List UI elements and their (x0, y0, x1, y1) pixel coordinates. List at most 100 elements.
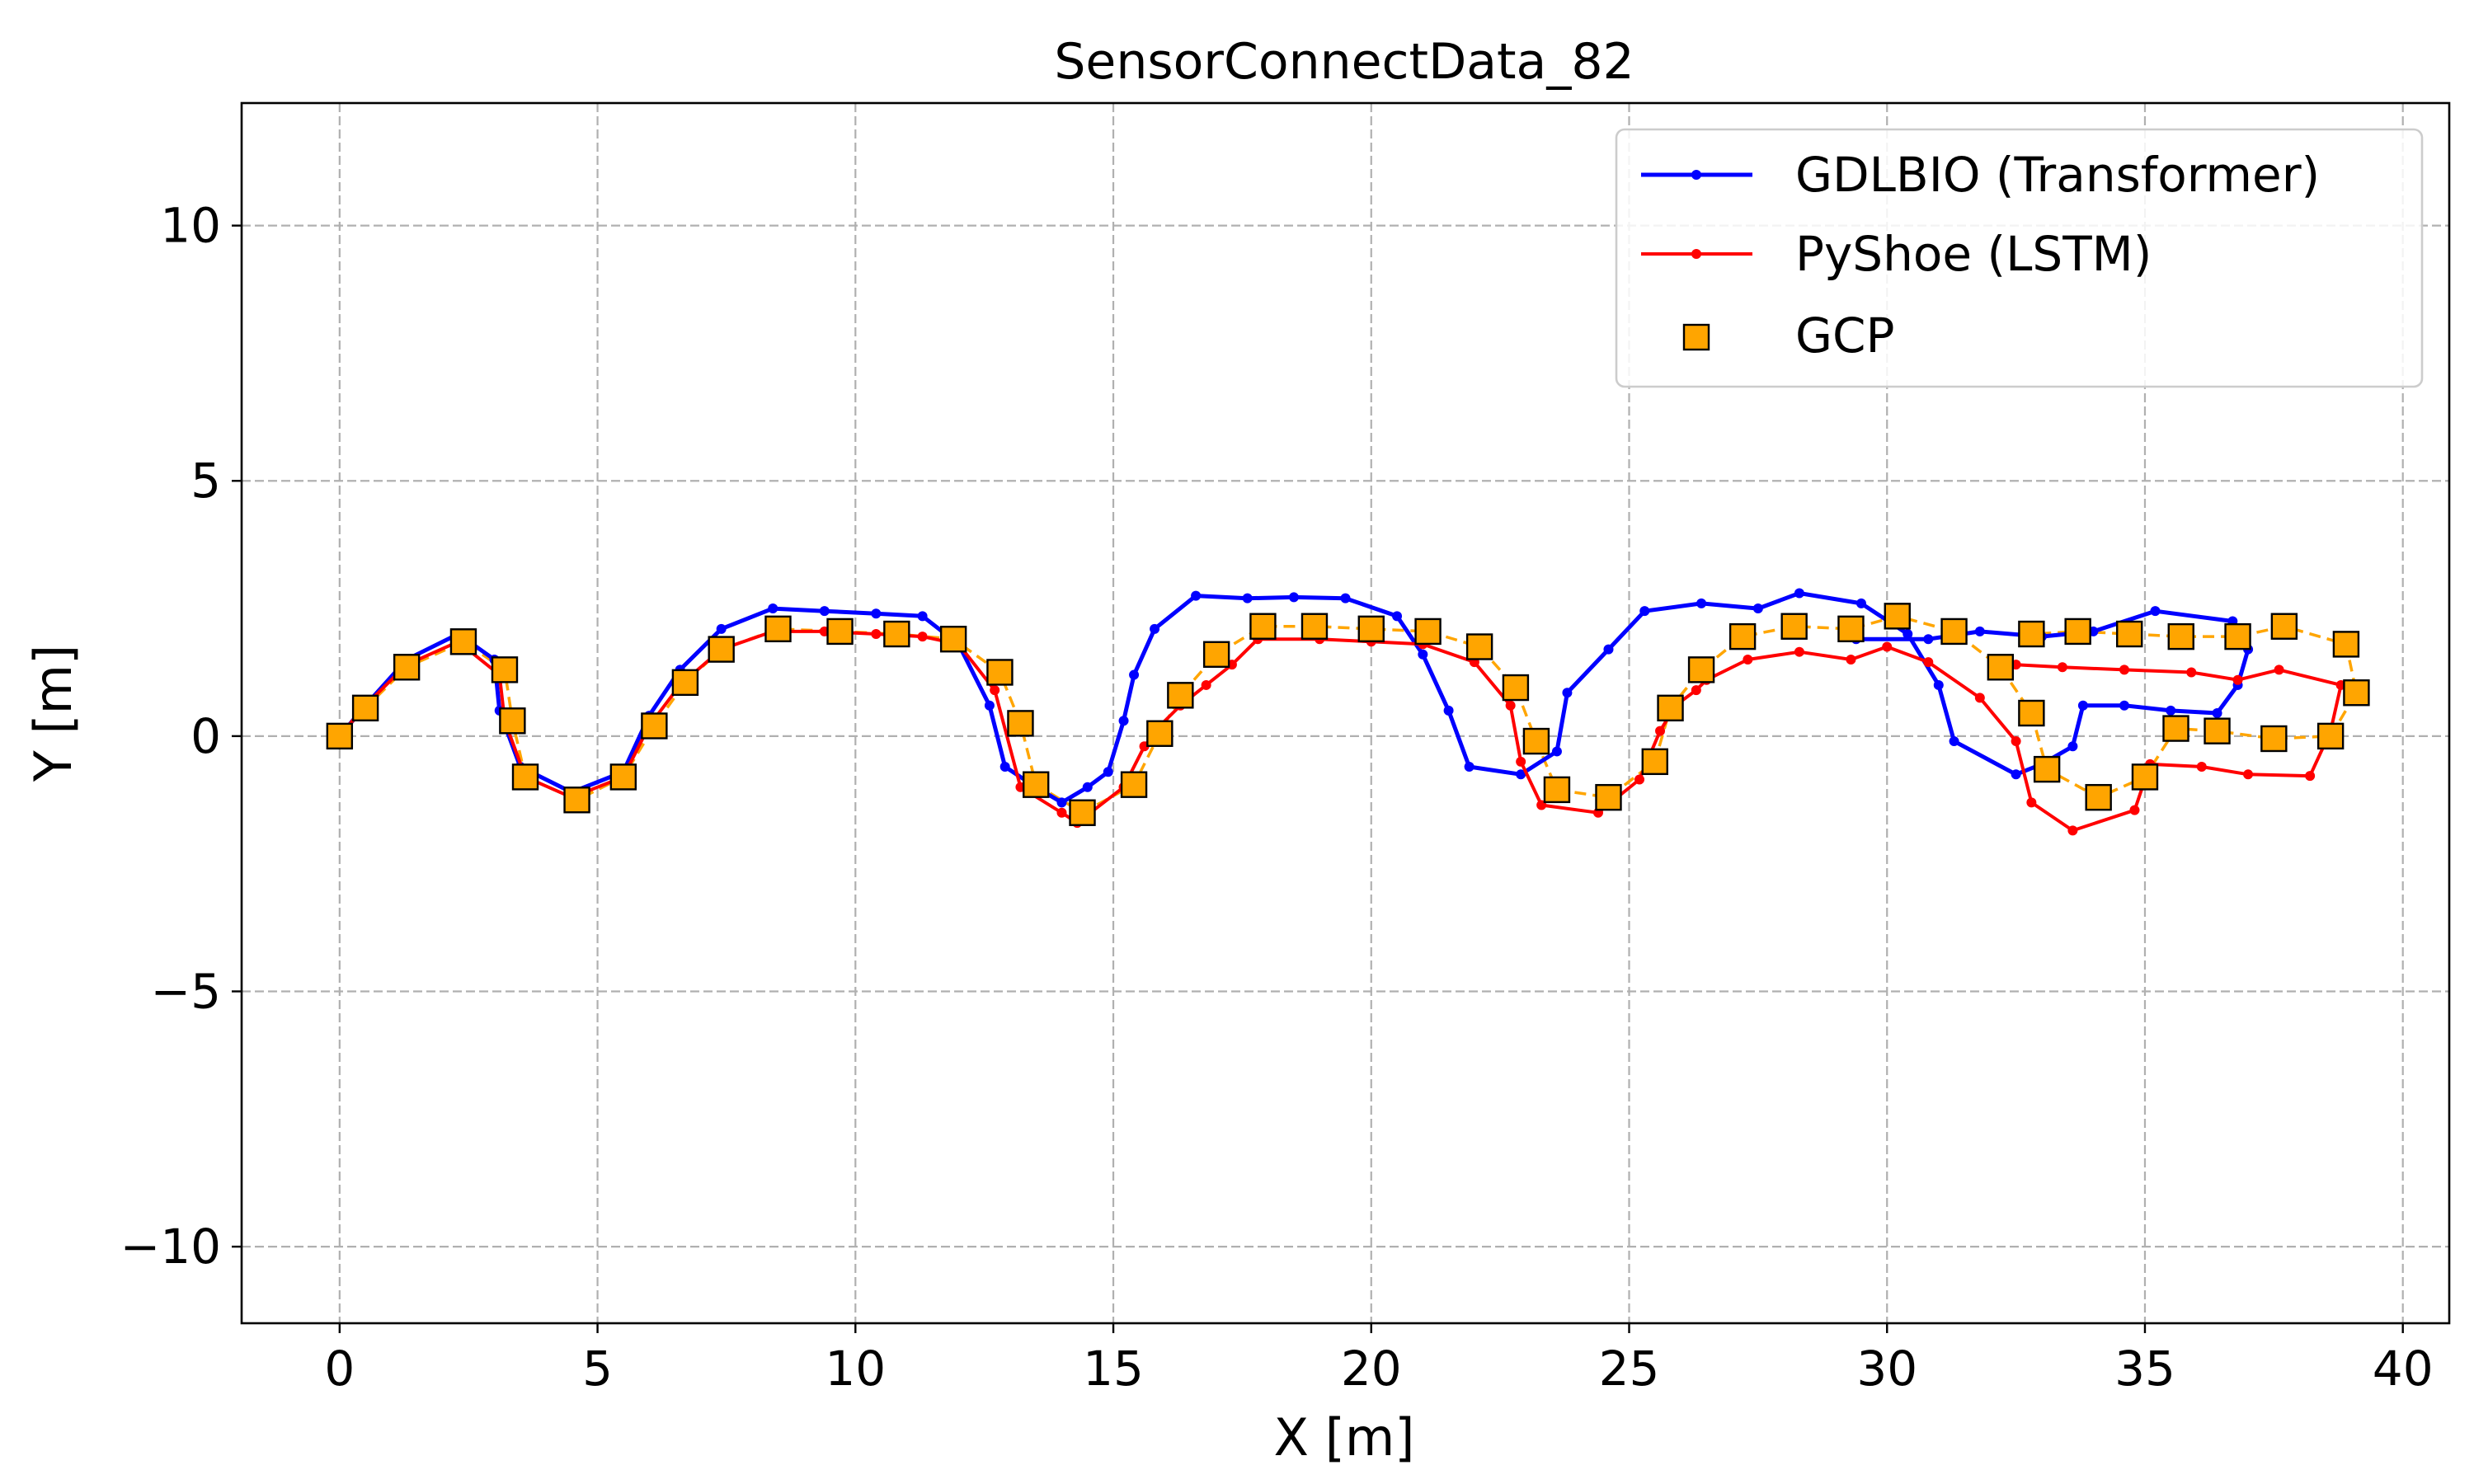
gcp-marker (1202, 641, 1230, 668)
gdlbio-point (1418, 649, 1428, 660)
gcp-marker (671, 669, 699, 697)
gcp-marker (826, 618, 854, 646)
legend: GDLBIO (Transformer) PyShoe (LSTM) GCP (1615, 128, 2424, 388)
gcp-marker (1687, 656, 1715, 683)
gcp-marker (499, 707, 526, 735)
pyshoe-point (1794, 646, 1804, 657)
gcp-marker (883, 620, 910, 648)
pyshoe-point (1516, 756, 1526, 767)
gcp-marker (1595, 783, 1622, 811)
pyshoe-point (1655, 726, 1666, 736)
gdlbio-point (1392, 611, 1403, 622)
pyshoe-point (2011, 736, 2021, 747)
x-tick-label: 10 (825, 1341, 886, 1397)
y-axis-ticks: −10 −5 0 5 10 (120, 198, 242, 1275)
gcp-marker (1249, 613, 1277, 640)
gdlbio-point (1129, 669, 1140, 680)
gdlbio-point (917, 611, 928, 622)
gcp-marker (2332, 631, 2360, 658)
gcp-marker (1780, 613, 1808, 640)
gcp-marker (641, 712, 668, 740)
pyshoe-point (1056, 807, 1067, 818)
gdlbio-point (1696, 598, 1707, 608)
gcp-marker (1543, 776, 1571, 804)
pyshoe-point (2119, 665, 2129, 675)
legend-label-gdlbio: GDLBIO (Transformer) (1795, 147, 2320, 203)
gcp-marker (2064, 618, 2091, 646)
legend-marker-gdlbio (1691, 170, 1701, 180)
y-tick-label: −5 (151, 963, 222, 1019)
gdlbio-point (1923, 634, 1934, 645)
gcp-marker (393, 654, 421, 681)
gdlbio-point (716, 623, 727, 634)
pyshoe-point (2196, 762, 2207, 773)
gdlbio-point (2166, 705, 2176, 716)
gcp-marker (449, 628, 477, 655)
gcp-marker (1465, 633, 1493, 660)
gdlbio-point (2077, 700, 2088, 711)
gcp-marker (1120, 771, 1148, 798)
gcp-marker (2018, 699, 2045, 727)
gcp-marker (2270, 613, 2298, 640)
gcp-marker (1729, 622, 1757, 650)
pyshoe-point (990, 685, 1000, 696)
plot-area (326, 588, 2370, 836)
gdlbio-point (2212, 708, 2222, 718)
gcp-marker (351, 694, 379, 722)
gdlbio-point (2011, 769, 2021, 780)
legend-box (1615, 128, 2424, 388)
gdlbio-point (1794, 588, 1804, 599)
gcp-marker (2167, 622, 2194, 650)
gcp-marker (2116, 620, 2143, 648)
x-tick-label: 5 (582, 1341, 613, 1397)
pyshoe-point (2186, 667, 2197, 678)
gcp-marker (1357, 615, 1385, 643)
gcp-marker (1023, 771, 1050, 798)
gdlbio-point (2150, 606, 2161, 617)
x-tick-label: 0 (324, 1341, 355, 1397)
pyshoe-point (1923, 657, 1934, 668)
gcp-marker (1300, 613, 1329, 640)
gcp-marker (491, 656, 519, 683)
gcp-marker (2085, 783, 2112, 811)
gcp-marker (1522, 727, 1550, 755)
gdlbio-point (871, 608, 882, 619)
x-tick-label: 20 (1341, 1341, 1402, 1397)
gcp-marker (511, 763, 539, 791)
gdlbio-point (1551, 746, 1562, 757)
pyshoe-point (1743, 654, 1753, 665)
gdlbio-point (1242, 593, 1253, 603)
gdlbio-point (2067, 741, 2078, 752)
gcp-marker (1502, 674, 1530, 702)
y-tick-label: −10 (120, 1219, 221, 1275)
gcp-marker (1987, 654, 2015, 681)
gdlbio-point (1103, 767, 1113, 777)
gcp-marker (1167, 682, 1194, 709)
pyshoe-point (2057, 662, 2067, 673)
chart-title: SensorConnectData_82 (1054, 33, 1634, 91)
gdlbio-point (1082, 782, 1093, 792)
gdlbio-point (1562, 688, 1573, 698)
x-axis-label: X [m] (1274, 1407, 1415, 1468)
gdlbio-point (999, 762, 1010, 773)
pyshoe-point (2274, 665, 2284, 675)
gcp-marker (2224, 622, 2251, 650)
gcp-marker (2260, 725, 2288, 753)
gdlbio-point (1974, 626, 1985, 636)
pyshoe-point (2232, 674, 2243, 685)
gdlbio-point (1443, 705, 1454, 716)
gdlbio-point (1118, 716, 1129, 726)
gdlbio-point (1150, 623, 1160, 634)
gdlbio-point (1933, 679, 1944, 690)
gcp-marker (1884, 603, 1911, 630)
gdlbio-point (2119, 700, 2129, 711)
gdlbio-point (819, 606, 830, 617)
pyshoe-point (1691, 685, 1701, 696)
pyshoe-point (1882, 641, 1893, 652)
gdlbio-point (1639, 606, 1650, 617)
gdlbio-point (1464, 762, 1475, 773)
plot-frame (240, 101, 2451, 1325)
gcp-marker (609, 763, 637, 791)
y-tick-label: 5 (190, 453, 221, 509)
